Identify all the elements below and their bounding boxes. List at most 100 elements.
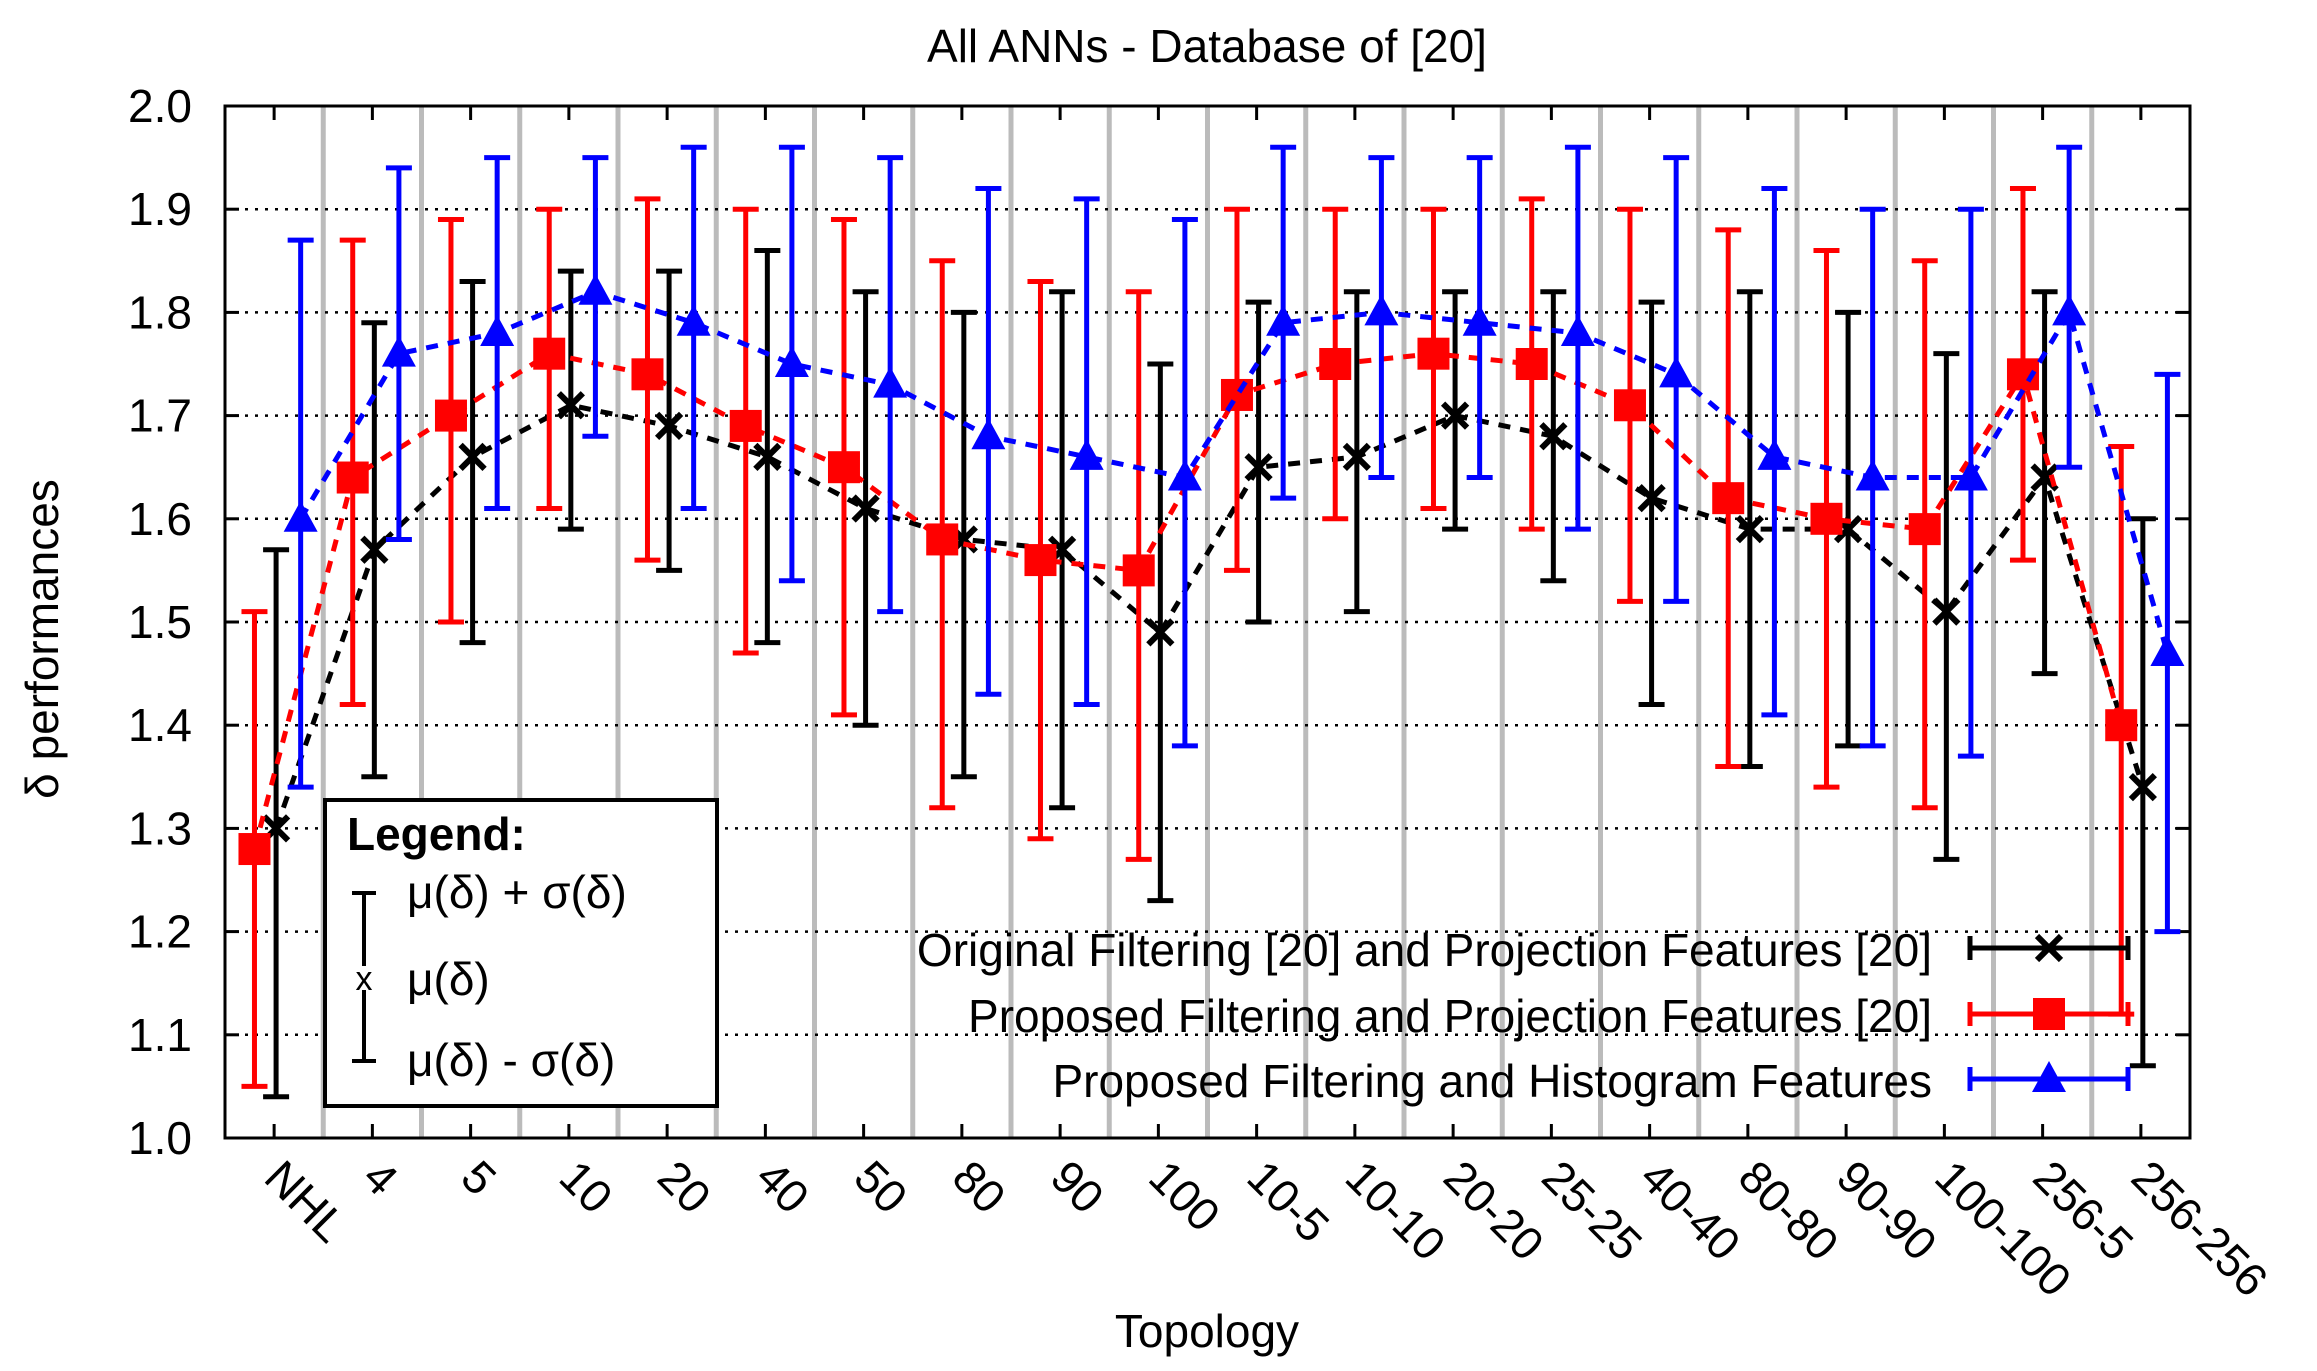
x-tick-label: 40 <box>746 1150 819 1223</box>
data-point-original <box>1637 484 1666 513</box>
legend-mean-label: μ(δ) <box>407 953 490 1005</box>
data-point-proposed-histogram <box>381 335 416 367</box>
data-point-proposed-projection <box>1613 389 1646 422</box>
data-point-proposed-histogram <box>1069 438 1104 470</box>
data-point-original <box>654 411 684 441</box>
data-point-proposed-histogram <box>774 346 809 377</box>
x-tick-label: 4 <box>353 1150 408 1205</box>
data-point-proposed-projection <box>1417 337 1450 370</box>
series-line-proposed-histogram <box>298 289 2170 654</box>
data-point-original <box>360 535 389 564</box>
data-point-proposed-projection <box>827 451 860 484</box>
plot-frame <box>223 104 2192 1140</box>
legend-entry-proposed-histogram-sample <box>1967 1061 2131 1092</box>
legend-box-title: Legend: <box>347 808 526 860</box>
horizontal-grid <box>225 207 2190 1037</box>
x-tick-label: 100 <box>1139 1150 1230 1241</box>
y-tick-label: 1.7 <box>128 390 192 442</box>
data-point-proposed-histogram <box>1659 356 1694 388</box>
data-point-original <box>1735 514 1764 544</box>
data-point-original <box>1539 422 1568 451</box>
y-tick-label: 1.6 <box>128 493 192 545</box>
legend-marker-original <box>2034 933 2064 963</box>
data-point-proposed-histogram <box>1266 304 1301 336</box>
data-point-proposed-histogram <box>1462 304 1497 336</box>
data-point-proposed-projection <box>533 337 566 370</box>
data-point-original <box>1440 401 1470 430</box>
data-point-original <box>753 442 782 472</box>
x-tick-label: NHL <box>255 1150 357 1252</box>
x-tick-label: 25-25 <box>1532 1150 1652 1270</box>
data-point-proposed-projection <box>926 523 959 556</box>
data-point-proposed-projection <box>238 833 271 866</box>
y-tick-label: 1.2 <box>128 906 192 958</box>
x-tick-label: 50 <box>845 1150 918 1223</box>
y-axis-label: δ performances <box>16 479 68 799</box>
legend-entry-original-sample <box>1967 933 2131 963</box>
data-point-proposed-histogram <box>283 500 318 532</box>
legend-lower-label: μ(δ) - σ(δ) <box>407 1034 615 1086</box>
legend-entry-proposed-projection-label: Proposed Filtering and Projection Featur… <box>968 990 1932 1042</box>
data-point-original <box>1342 442 1371 472</box>
chart-title: All ANNs - Database of [20] <box>927 20 1487 72</box>
y-tick-label: 1.8 <box>128 286 192 338</box>
y-tick-label: 1.4 <box>128 699 192 751</box>
x-tick-label: 10-5 <box>1238 1150 1340 1252</box>
error-bar-legend-box: Legend: x μ(δ) + σ(δ) μ(δ) μ(δ) - σ(δ) <box>323 798 719 1108</box>
data-point-proposed-projection <box>1024 544 1057 577</box>
legend-marker-proposed-projection <box>2033 998 2065 1030</box>
series-original <box>261 247 2157 1100</box>
x-tick-label: 90 <box>1041 1150 1114 1223</box>
data-point-proposed-histogram <box>873 366 908 398</box>
legend-mean-marker: x <box>356 960 373 998</box>
data-point-proposed-projection <box>1712 482 1745 515</box>
data-point-proposed-histogram <box>480 315 515 347</box>
data-point-proposed-histogram <box>1364 294 1399 326</box>
y-tick-label: 1.5 <box>128 596 192 648</box>
x-tick-label: 20 <box>648 1150 721 1223</box>
data-point-proposed-histogram <box>1953 459 1988 491</box>
data-point-proposed-histogram <box>2150 634 2185 666</box>
data-point-proposed-projection <box>434 399 467 432</box>
data-point-proposed-histogram <box>1167 459 1202 491</box>
data-point-proposed-projection <box>1122 554 1155 587</box>
data-point-original <box>851 494 880 523</box>
x-axis-label: Topology <box>1115 1305 1299 1357</box>
data-point-original <box>458 442 487 472</box>
series-line-proposed-projection <box>252 351 2124 850</box>
legend-marker-proposed-histogram <box>2032 1061 2066 1092</box>
data-point-original <box>1932 597 1961 626</box>
data-point-original <box>556 391 585 420</box>
data-point-proposed-histogram <box>1757 438 1792 470</box>
data-point-original <box>2128 772 2157 802</box>
legend-entry-original-label: Original Filtering [20] and Projection F… <box>917 924 1932 976</box>
legend-box-frame <box>323 798 719 1108</box>
y-tick-label: 1.9 <box>128 183 192 235</box>
data-point-proposed-projection <box>1810 502 1843 535</box>
y-tick-label: 2.0 <box>128 80 192 132</box>
x-tick-label: 10-10 <box>1336 1150 1456 1270</box>
data-point-original <box>1244 453 1273 482</box>
x-tick-label: 10 <box>550 1150 623 1223</box>
data-point-proposed-projection <box>1515 348 1548 380</box>
data-point-proposed-projection <box>1220 378 1253 411</box>
x-tick-label: 80-80 <box>1729 1150 1849 1270</box>
legend-entry-proposed-histogram-label: Proposed Filtering and Histogram Feature… <box>1052 1055 1932 1107</box>
x-tick-label: 80 <box>943 1150 1016 1223</box>
x-tick-label: 5 <box>452 1150 507 1205</box>
data-point-proposed-projection <box>1319 348 1352 380</box>
data-point-proposed-projection <box>1908 513 1941 546</box>
data-point-proposed-histogram <box>1560 315 1595 347</box>
data-point-proposed-histogram <box>2052 294 2087 326</box>
legend-upper-label: μ(δ) + σ(δ) <box>407 866 627 918</box>
data-point-proposed-histogram <box>578 273 613 305</box>
series-proposed-projection <box>238 186 2138 1089</box>
y-tick-label: 1.3 <box>128 802 192 854</box>
series-proposed-histogram <box>283 144 2185 935</box>
x-tick-label: 90-90 <box>1827 1150 1947 1270</box>
x-tick-label: 256-256 <box>2122 1150 2278 1306</box>
y-tick-label: 1.1 <box>128 1009 192 1061</box>
legend-entry-proposed-projection-sample <box>1967 998 2131 1030</box>
